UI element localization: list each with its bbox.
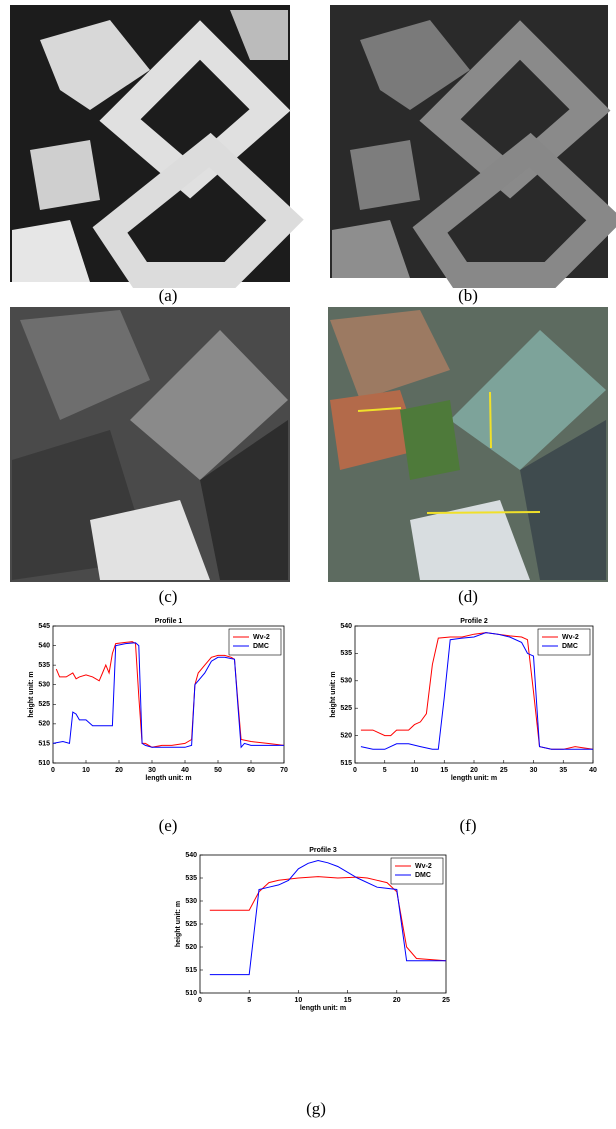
y-tick-label: 545 <box>38 623 50 630</box>
y-tick-label: 525 <box>185 921 197 928</box>
legend-label: DMC <box>415 872 431 879</box>
caption: (f) <box>460 816 477 835</box>
x-tick-label: 20 <box>393 997 401 1004</box>
series-line <box>56 642 284 748</box>
x-tick-label: 0 <box>198 997 202 1004</box>
y-tick-label: 535 <box>340 650 352 657</box>
series-line <box>53 643 284 748</box>
x-tick-label: 5 <box>383 767 387 774</box>
x-tick-label: 0 <box>51 767 55 774</box>
x-tick-label: 10 <box>295 997 303 1004</box>
legend-label: DMC <box>253 643 269 650</box>
x-tick-label: 0 <box>353 767 357 774</box>
legend-label: DMC <box>562 643 578 650</box>
y-tick-label: 520 <box>185 944 197 951</box>
x-tick-label: 50 <box>214 767 222 774</box>
chart-title: Profile 1 <box>155 618 183 625</box>
legend-label: Wv-2 <box>562 634 579 641</box>
x-tick-label: 60 <box>247 767 255 774</box>
figure: (a) (b) (c) (d) (e) (f) (g) 010203040506… <box>0 0 616 1129</box>
y-tick-label: 525 <box>340 705 352 712</box>
image-a <box>10 5 290 282</box>
image-d <box>328 307 608 582</box>
x-tick-label: 20 <box>470 767 478 774</box>
x-axis-label: length unit: m <box>300 1005 346 1012</box>
x-tick-label: 15 <box>440 767 448 774</box>
caption: (c) <box>159 587 178 606</box>
y-tick-label: 510 <box>185 990 197 997</box>
caption: (e) <box>159 816 178 835</box>
y-tick-label: 515 <box>340 760 352 767</box>
caption: (a) <box>159 286 178 305</box>
y-tick-label: 525 <box>38 701 50 708</box>
x-axis-label: length unit: m <box>451 775 497 782</box>
image-b <box>330 5 608 278</box>
x-tick-label: 5 <box>247 997 251 1004</box>
y-tick-label: 515 <box>185 967 197 974</box>
caption: (d) <box>458 587 478 606</box>
x-tick-label: 25 <box>442 997 450 1004</box>
chart-title: Profile 2 <box>460 618 488 625</box>
y-tick-label: 540 <box>185 852 197 859</box>
y-tick-label: 530 <box>185 898 197 905</box>
y-tick-label: 540 <box>340 623 352 630</box>
x-tick-label: 35 <box>559 767 567 774</box>
y-tick-label: 520 <box>340 732 352 739</box>
x-tick-label: 40 <box>589 767 597 774</box>
x-tick-label: 25 <box>500 767 508 774</box>
chart-title: Profile 3 <box>309 847 337 854</box>
x-tick-label: 10 <box>411 767 419 774</box>
x-tick-label: 15 <box>344 997 352 1004</box>
x-axis-label: length unit: m <box>145 775 191 782</box>
y-axis-label: height unit: m <box>175 901 182 947</box>
x-tick-label: 30 <box>148 767 156 774</box>
x-tick-label: 20 <box>115 767 123 774</box>
y-tick-label: 535 <box>185 875 197 882</box>
image-c <box>10 307 290 582</box>
y-tick-label: 510 <box>38 760 50 767</box>
x-tick-label: 40 <box>181 767 189 774</box>
y-tick-label: 515 <box>38 740 50 747</box>
legend-label: Wv-2 <box>253 634 270 641</box>
series-line <box>210 877 446 961</box>
y-tick-label: 530 <box>340 678 352 685</box>
x-tick-label: 30 <box>530 767 538 774</box>
y-axis-label: height unit: m <box>330 671 337 717</box>
y-tick-label: 520 <box>38 721 50 728</box>
x-tick-label: 70 <box>280 767 288 774</box>
y-tick-label: 530 <box>38 682 50 689</box>
x-tick-label: 10 <box>82 767 90 774</box>
legend-label: Wv-2 <box>415 863 432 870</box>
caption: (g) <box>306 1099 326 1118</box>
y-tick-label: 535 <box>38 662 50 669</box>
y-axis-label: height unit: m <box>28 671 35 717</box>
y-tick-label: 540 <box>38 642 50 649</box>
caption: (b) <box>458 286 478 305</box>
